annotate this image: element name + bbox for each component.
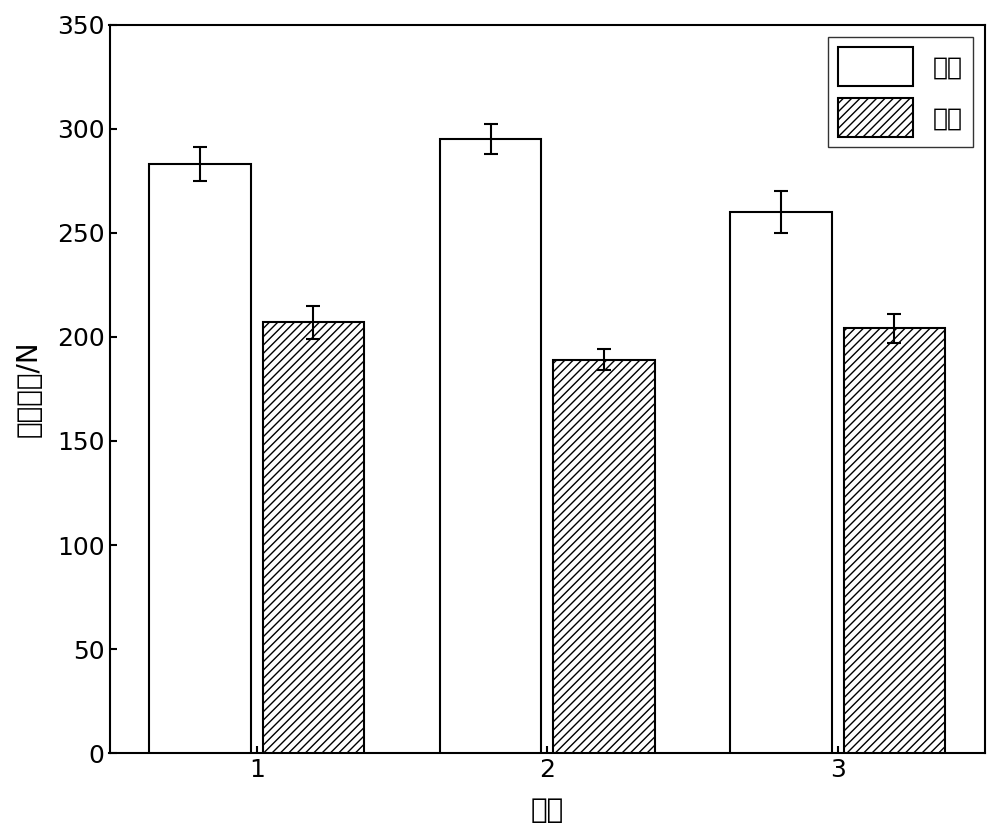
Bar: [844, 329, 945, 753]
Bar: [730, 212, 832, 753]
X-axis label: 样本: 样本: [531, 796, 564, 824]
Bar: [149, 164, 251, 753]
Y-axis label: 断裂强力/N: 断裂强力/N: [15, 341, 43, 437]
Legend: 经向, 纬向: 经向, 纬向: [828, 37, 972, 147]
Bar: [553, 360, 655, 753]
Bar: [440, 139, 541, 753]
Bar: [263, 322, 364, 753]
